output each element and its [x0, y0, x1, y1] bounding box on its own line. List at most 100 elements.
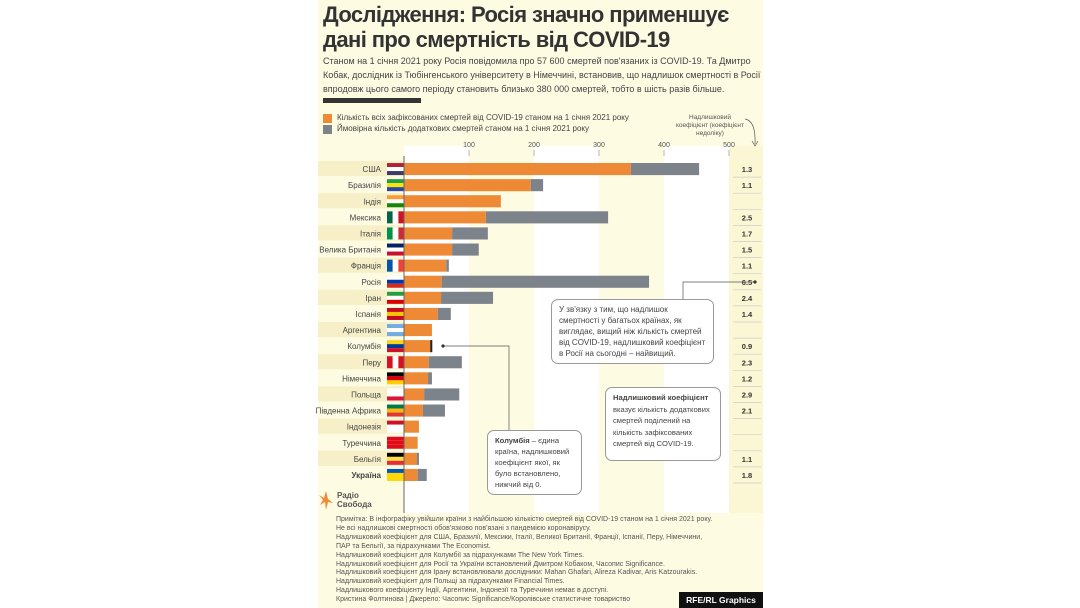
- footnote-line: Надлишковий коефіцієнт для Польщі за під…: [336, 578, 565, 586]
- flag-stripe: [387, 251, 404, 256]
- coefficient-value: 1.8: [742, 471, 752, 480]
- country-label: Іран: [365, 294, 381, 303]
- bar-excess: [424, 388, 460, 401]
- bar-marker: [430, 340, 433, 353]
- flag-stripe: [387, 163, 404, 168]
- flag-icon: [387, 275, 404, 288]
- flag-icon: [387, 436, 404, 449]
- colombia-annotation-text: – єдина країна, надлишковий коефіцієнт я…: [495, 436, 570, 489]
- bar-excess: [417, 468, 427, 481]
- colombia-annotation-title: Колумбія: [495, 436, 530, 445]
- flag-stripe: [387, 299, 404, 304]
- flag-stripe: [387, 380, 404, 385]
- bar-reported: [404, 468, 418, 481]
- bar-reported: [404, 259, 447, 272]
- country-label: Польща: [351, 390, 381, 399]
- flag-stripe: [387, 167, 404, 172]
- country-label: Франція: [351, 262, 381, 271]
- flag-stripe: [387, 243, 404, 248]
- flag-icon: [387, 324, 404, 337]
- flag-stripe: [387, 392, 404, 397]
- flag-icon: [387, 179, 404, 192]
- coefficient-value: 1.7: [742, 229, 752, 238]
- flag-stripe: [387, 424, 404, 429]
- bar-reported: [404, 275, 442, 288]
- flag-stripe: [387, 247, 404, 252]
- flag-stripe: [387, 444, 404, 449]
- row-stripe: [318, 289, 404, 305]
- flag-stripe: [387, 420, 404, 425]
- coefficient-value: 1.1: [742, 262, 752, 271]
- flag-stripe: [387, 195, 404, 200]
- russia-annotation-text: У зв'язку з тим, що надлишок смертності …: [559, 305, 706, 358]
- country-label: Україна: [351, 471, 381, 480]
- coefficient-annotation-text: вказує кількість додаткових смертей поді…: [613, 404, 710, 449]
- flag-stripe: [387, 203, 404, 208]
- country-label: Росія: [361, 278, 381, 287]
- country-label: Колумбія: [347, 342, 381, 351]
- title-rule: [323, 98, 421, 103]
- flag-stripe: [392, 259, 399, 272]
- flag-icon: [387, 195, 404, 208]
- flag-stripe: [387, 171, 404, 176]
- legend-swatch-orange: [323, 113, 332, 123]
- flag-icon: [387, 372, 404, 385]
- tick-label: 400: [658, 142, 670, 149]
- bar-excess: [437, 307, 451, 320]
- flag-stripe: [387, 259, 393, 272]
- flag-stripe: [387, 376, 404, 381]
- bar-excess: [485, 211, 609, 224]
- row-stripe: [318, 354, 404, 370]
- country-label: Південна Африка: [316, 407, 382, 416]
- flag-stripe: [387, 311, 404, 316]
- bar-reported: [404, 436, 418, 449]
- coefficient-value: 2.3: [742, 358, 752, 367]
- bar-reported: [404, 452, 417, 465]
- row-stripe: [318, 418, 404, 434]
- flag-stripe: [398, 211, 405, 224]
- flag-icon: [387, 356, 405, 369]
- country-label: Іспанія: [355, 310, 381, 319]
- footnote-line: Надлишковий коефіцієнт для США, Бразилії…: [336, 533, 703, 541]
- footnote-line: Надлишковий коефіцієнт для Росії та Укра…: [336, 560, 665, 568]
- row-stripe: [318, 257, 404, 273]
- logo-icon: [319, 491, 333, 510]
- bar-excess: [428, 356, 462, 369]
- flag-stripe: [392, 227, 399, 240]
- leader-dot: [441, 344, 445, 348]
- russia-leader: [682, 281, 755, 299]
- flag-stripe: [387, 372, 404, 377]
- coefficient-annotation: Надлишковий коефіцієнт вказує кількість д…: [605, 387, 721, 461]
- bar-reported: [404, 243, 453, 256]
- coefficient-value: 1.3: [742, 165, 752, 174]
- bar-reported: [404, 404, 423, 417]
- arrow-head-icon: [751, 140, 759, 147]
- header: Дослідження: Росія значно применшує дані…: [323, 2, 763, 134]
- coefficient-value: 1.4: [742, 310, 753, 319]
- country-label: США: [363, 165, 382, 174]
- flag-icon: [387, 420, 404, 433]
- row-stripe: [318, 161, 404, 177]
- bar-reported: [404, 340, 432, 353]
- flag-stripe: [392, 211, 399, 224]
- flag-stripe: [387, 456, 404, 461]
- flag-icon: [387, 227, 405, 240]
- country-label: Бельгія: [354, 455, 381, 464]
- coefficient-value: 1.2: [742, 374, 752, 383]
- flag-stripe: [387, 279, 404, 284]
- flag-icon: [387, 291, 404, 304]
- arrow-icon: [744, 118, 756, 145]
- country-label: Бразилія: [348, 181, 381, 190]
- bar-excess: [530, 179, 544, 192]
- footnote-line: Примітка: В інфографіку увійшли країни з…: [336, 516, 713, 523]
- flag-stripe: [387, 348, 404, 353]
- flag-stripe: [387, 356, 393, 369]
- flag-icon: [387, 243, 404, 256]
- coefficient-column: [729, 146, 763, 513]
- coefficient-value: 2.9: [742, 390, 752, 399]
- flag-stripe: [387, 227, 393, 240]
- bar-reported: [404, 324, 432, 337]
- leader-dot: [753, 280, 757, 284]
- logo-text: Радіо Свобода: [337, 491, 372, 509]
- footnote-line: Кристина Фолтинова | Джерело: Часопис Si…: [336, 596, 631, 604]
